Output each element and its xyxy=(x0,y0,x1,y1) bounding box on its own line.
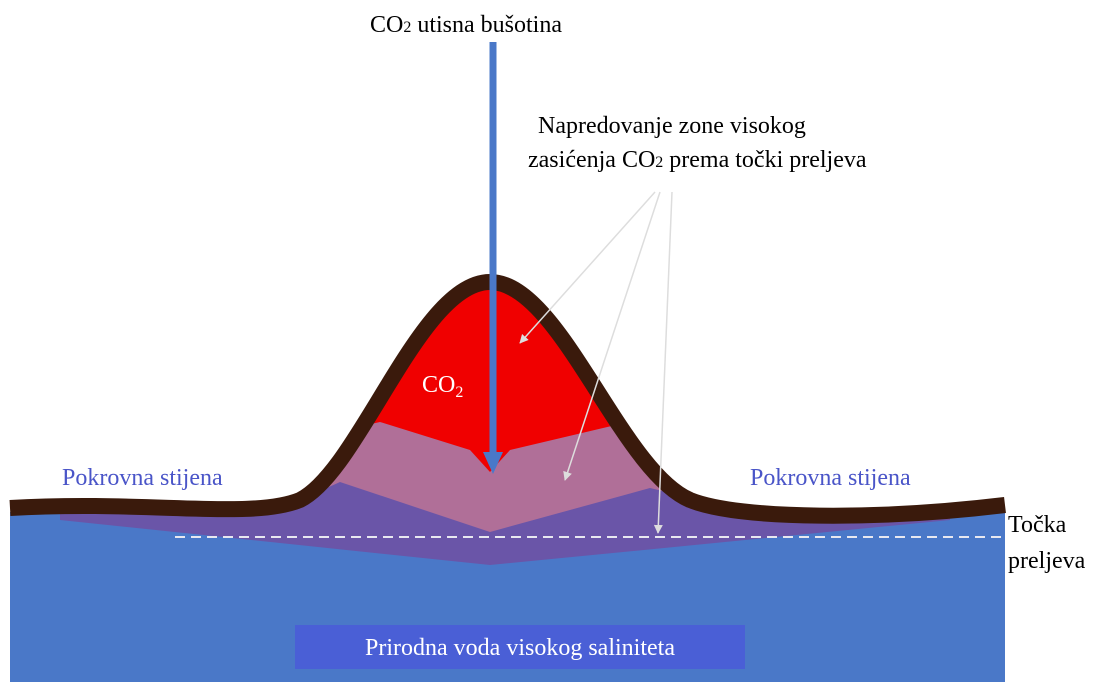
pointer xyxy=(563,191,661,481)
pointer xyxy=(519,191,656,344)
spill-label: preljeva xyxy=(1008,548,1086,574)
progress-label: zasićenja CO2 prema točki preljeva xyxy=(528,147,867,173)
co2-label: CO2 xyxy=(422,372,463,401)
pointer xyxy=(653,191,673,534)
water-label-box xyxy=(295,625,745,669)
spill-label: Točka xyxy=(1008,512,1067,538)
water-label: Prirodna voda visokog saliniteta xyxy=(365,635,675,661)
progress-label: Napredovanje zone visokog xyxy=(538,113,806,139)
caprock-label: Pokrovna stijena xyxy=(750,465,911,491)
well-label: CO2 utisna bušotina xyxy=(370,12,562,38)
caprock-label: Pokrovna stijena xyxy=(62,465,223,491)
well-arrowhead xyxy=(483,452,503,474)
